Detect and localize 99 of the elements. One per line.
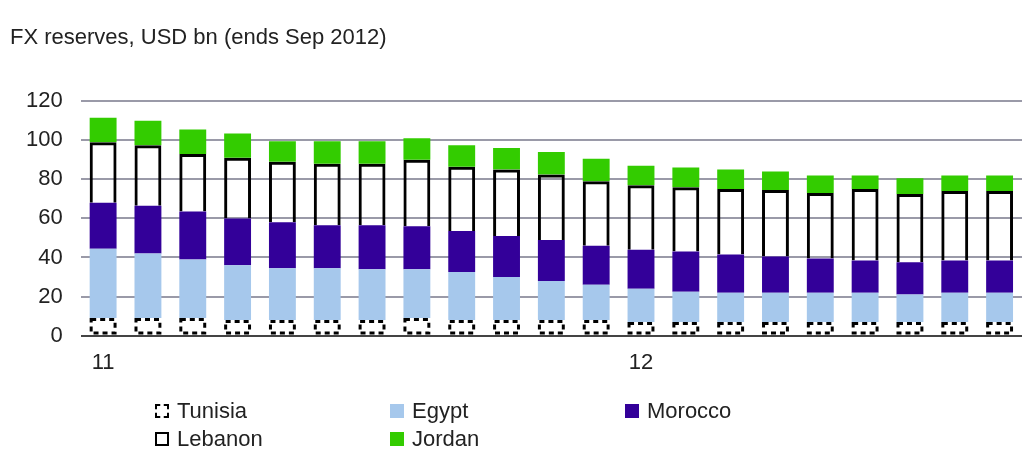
bar <box>268 141 296 162</box>
bar <box>493 235 520 277</box>
bar <box>582 319 610 335</box>
y-tick-label: 80 <box>38 165 63 191</box>
bar <box>627 165 655 186</box>
bar <box>582 158 610 182</box>
bar <box>493 319 520 335</box>
bar <box>941 260 969 293</box>
bar <box>896 294 924 322</box>
bar <box>627 249 655 289</box>
bar <box>403 318 431 335</box>
bar <box>89 248 117 319</box>
bar <box>806 258 834 293</box>
legend-label: Lebanon <box>177 426 263 452</box>
bar <box>806 175 834 194</box>
bar <box>896 178 924 194</box>
bar <box>448 272 476 320</box>
bar <box>358 141 386 164</box>
bar <box>89 202 117 249</box>
bar <box>986 260 1014 293</box>
bar <box>672 321 700 335</box>
bar <box>762 256 789 293</box>
bar <box>717 321 745 335</box>
bar <box>851 292 879 322</box>
bar <box>134 318 162 335</box>
bar <box>268 319 296 335</box>
bar <box>313 225 341 269</box>
bar <box>941 175 969 192</box>
bar <box>851 175 879 190</box>
bar <box>582 284 610 320</box>
bar <box>313 319 341 335</box>
y-tick-label: 0 <box>50 321 63 347</box>
bar <box>627 321 655 335</box>
bar <box>627 288 655 322</box>
bar <box>448 145 476 167</box>
bar <box>224 218 252 266</box>
bar <box>448 319 476 335</box>
bar <box>537 319 565 335</box>
bar <box>358 319 386 335</box>
bar <box>313 141 341 164</box>
bar <box>313 268 341 320</box>
bar <box>493 277 520 320</box>
bar <box>179 318 207 335</box>
bar <box>268 268 296 320</box>
bar <box>537 151 565 175</box>
bar <box>358 225 386 270</box>
bar <box>672 291 700 322</box>
bar <box>179 259 207 319</box>
bar <box>448 231 476 273</box>
bar <box>896 321 924 335</box>
bar <box>224 133 252 158</box>
bar <box>762 321 789 335</box>
bar <box>717 254 745 293</box>
bar <box>358 269 386 320</box>
bar <box>403 138 431 160</box>
y-tick-label: 20 <box>38 282 63 308</box>
bar <box>537 280 565 320</box>
bar <box>89 117 117 143</box>
bar <box>762 171 789 191</box>
bar <box>806 292 834 322</box>
bar <box>403 226 431 270</box>
bar <box>717 292 745 322</box>
bar <box>89 318 117 335</box>
bar <box>672 167 700 188</box>
bar <box>672 251 700 292</box>
bar <box>717 169 745 190</box>
legend-label: Morocco <box>647 398 732 424</box>
bar <box>986 292 1014 322</box>
bar <box>224 265 252 320</box>
y-tick-label: 100 <box>25 126 63 152</box>
legend-label: Tunisia <box>177 398 248 424</box>
legend-label: Jordan <box>412 426 480 452</box>
y-tick-label: 40 <box>38 243 63 269</box>
bar <box>941 321 969 335</box>
bar <box>762 292 789 322</box>
bar <box>179 129 207 154</box>
bar <box>224 319 252 335</box>
bar <box>268 222 296 269</box>
bar <box>851 260 879 293</box>
bar <box>403 269 431 319</box>
bar <box>986 321 1014 335</box>
y-tick-label: 60 <box>38 204 63 230</box>
bar <box>537 239 565 281</box>
chart-title: FX reserves, USD bn (ends Sep 2012) <box>10 24 387 50</box>
bar <box>134 205 162 254</box>
x-tick-label: 11 <box>91 348 115 374</box>
legend-label: Egypt <box>412 398 469 424</box>
bar <box>493 148 520 170</box>
bar <box>134 120 162 146</box>
bar <box>582 245 610 285</box>
bar <box>851 321 879 335</box>
bar <box>986 175 1014 192</box>
y-tick-label: 120 <box>25 87 63 113</box>
bar <box>806 321 834 335</box>
bar <box>134 253 162 319</box>
bar <box>179 211 207 260</box>
bar <box>896 262 924 295</box>
bar <box>941 292 969 322</box>
x-tick-label: 12 <box>628 348 654 374</box>
